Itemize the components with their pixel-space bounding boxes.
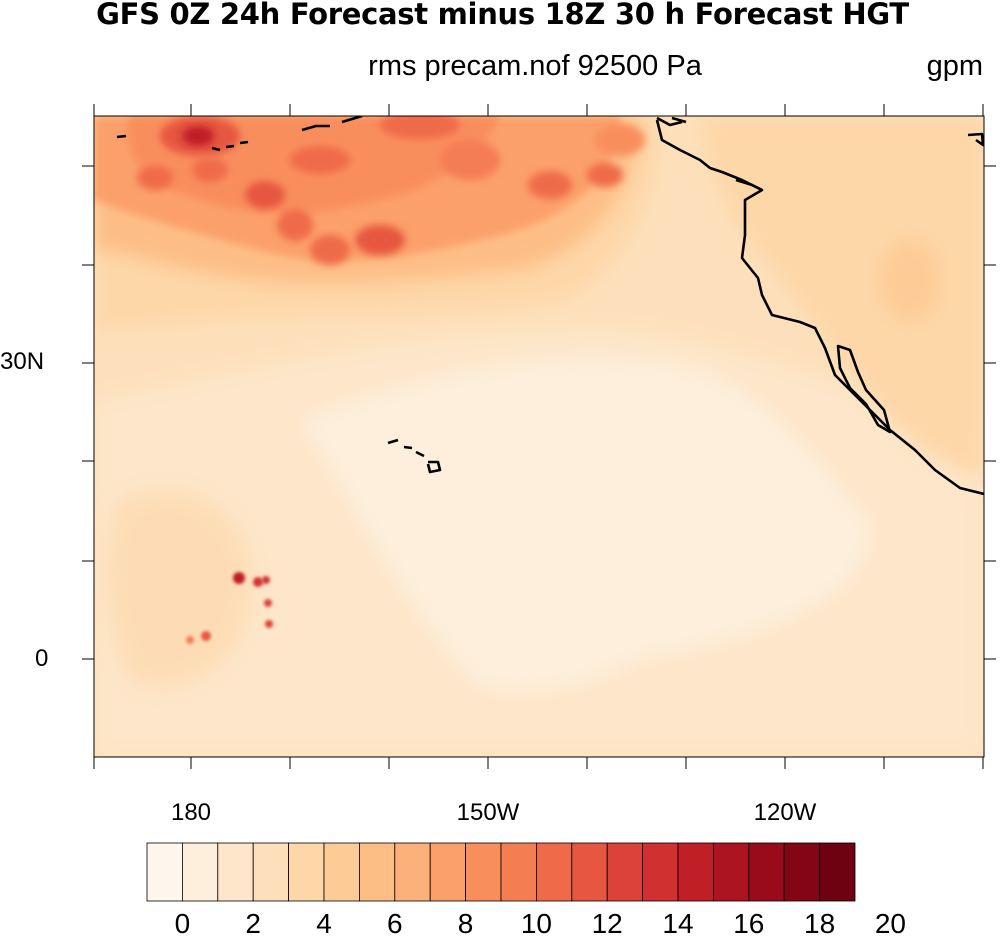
colorbar-swatch (288, 842, 325, 902)
east-lake-outline (967, 132, 984, 147)
colorbar-swatch (677, 842, 714, 902)
colorbar-label: 0 (174, 908, 191, 939)
colorbar-label: 14 (662, 908, 694, 939)
colorbar-swatch (429, 842, 467, 902)
colorbar-swatch (571, 842, 608, 902)
lon-label-180: 180 (170, 799, 212, 826)
lat-label-30n: 30N (0, 348, 45, 375)
west-coast-outline (655, 119, 984, 496)
map-frame (93, 115, 985, 758)
colorbar-swatch (394, 842, 431, 902)
colorbar-swatch (358, 842, 396, 902)
units-label: gpm (926, 50, 983, 82)
lat-label-0: 0 (35, 645, 49, 672)
colorbar-swatch (146, 842, 183, 902)
colorbar-swatch (536, 842, 573, 902)
colorbar-swatch (783, 842, 821, 902)
colorbar-label: 6 (387, 908, 403, 939)
chart-subtitle: rms precam.nof 92500 Pa (368, 50, 702, 82)
lon-label-120w: 120W (753, 799, 817, 826)
colorbar-swatch (606, 842, 644, 902)
tick-marks (82, 104, 996, 769)
aleutian-islands-outline (116, 116, 363, 152)
colorbar-swatch (713, 842, 750, 902)
hawaii-islands-outline (387, 438, 442, 474)
bay-outline (735, 178, 763, 192)
lon-label-150w: 150W (456, 799, 520, 826)
colorbar-swatch (642, 842, 679, 902)
colorbar-swatch (500, 842, 537, 902)
colorbar-label: 10 (520, 908, 552, 939)
colorbar-label: 4 (316, 908, 332, 939)
baja-peninsula-outline (836, 344, 892, 434)
colorbar (146, 842, 856, 902)
colorbar-label: 18 (804, 908, 836, 939)
colorbar-label: 12 (591, 908, 623, 939)
colorbar-swatch (217, 842, 254, 902)
colorbar-swatch (819, 842, 856, 902)
colorbar-label: 2 (245, 908, 261, 939)
coastlines (116, 116, 984, 496)
colorbar-swatch (252, 842, 289, 902)
colorbar-swatch (323, 842, 360, 902)
colorbar-label: 8 (457, 908, 474, 939)
colorbar-swatch (748, 842, 785, 902)
colorbar-label: 20 (874, 908, 906, 939)
colorbar-swatch (465, 842, 502, 902)
chart-title: GFS 0Z 24h Forecast minus 18Z 30 h Forec… (96, 0, 909, 31)
colorbar-label: 16 (733, 908, 765, 939)
colorbar-swatch (181, 842, 219, 902)
heatmap-field (94, 116, 984, 757)
canada-coast-outline (656, 116, 687, 127)
